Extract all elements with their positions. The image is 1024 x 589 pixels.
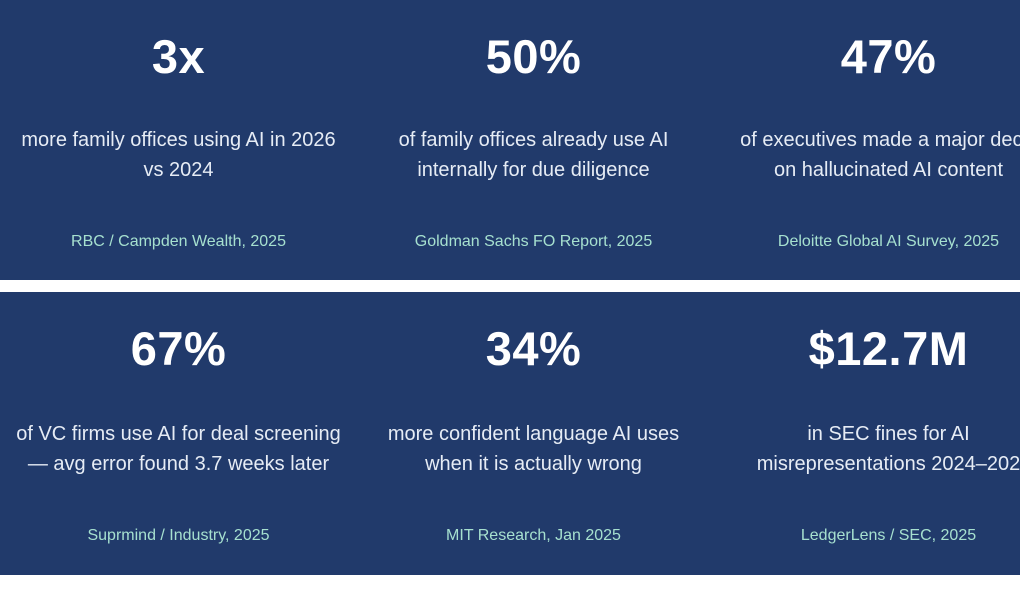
stat-description-line: on hallucinated AI content	[773, 159, 1004, 181]
stat-description-line: more family offices using AI in 2026	[21, 129, 336, 151]
stat-card-family-offices-growth: 3x more family offices using AI in 2026 …	[0, 0, 357, 280]
stat-description-line: of VC firms use AI for deal screening	[16, 423, 341, 445]
stat-card-confident-language: 34% more confident language AI uses when…	[355, 292, 712, 575]
stat-description-line: more confident language AI uses	[387, 423, 680, 445]
stat-description: of executives made a major decis on hall…	[710, 125, 1020, 185]
stat-source: Suprmind / Industry, 2025	[87, 527, 270, 544]
stat-value: 34%	[485, 322, 582, 375]
stat-description-line: of executives made a major decis	[740, 129, 1020, 151]
stat-description: of VC firms use AI for deal screening — …	[0, 419, 357, 479]
stat-value: $12.7M	[808, 322, 969, 375]
stat-source: Goldman Sachs FO Report, 2025	[414, 233, 653, 250]
stat-value: 3x	[151, 30, 206, 83]
stat-description: more confident language AI uses when it …	[355, 419, 712, 479]
stat-card-due-diligence: 50% of family offices already use AI int…	[355, 0, 712, 280]
stat-value: 50%	[485, 30, 582, 83]
stat-source: MIT Research, Jan 2025	[446, 527, 621, 544]
stats-row-top: 3x more family offices using AI in 2026 …	[0, 0, 1020, 280]
stat-card-vc-deal-screening: 67% of VC firms use AI for deal screenin…	[0, 292, 357, 575]
stats-row-bottom: 67% of VC firms use AI for deal screenin…	[0, 292, 1020, 575]
stat-description: in SEC fines for AI misrepresentations 2…	[710, 419, 1020, 479]
stat-description-line: — avg error found 3.7 weeks later	[27, 453, 330, 475]
stat-description-line: internally for due diligence	[417, 159, 650, 181]
stat-value: 67%	[130, 322, 227, 375]
stat-description-line: when it is actually wrong	[425, 453, 642, 475]
stat-description-line: vs 2024	[143, 159, 214, 181]
stat-card-sec-fines: $12.7M in SEC fines for AI misrepresenta…	[710, 292, 1020, 575]
stat-description-line: of family offices already use AI	[398, 129, 669, 151]
stat-source: LedgerLens / SEC, 2025	[800, 527, 977, 544]
stat-source: RBC / Campden Wealth, 2025	[71, 233, 286, 250]
stat-description: more family offices using AI in 2026 vs …	[0, 125, 357, 185]
stat-description-line: misrepresentations 2024–202	[756, 453, 1020, 475]
stat-description: of family offices already use AI interna…	[355, 125, 712, 185]
stat-card-hallucinated-decisions: 47% of executives made a major decis on …	[710, 0, 1020, 280]
stat-value: 47%	[840, 30, 937, 83]
stat-source: Deloitte Global AI Survey, 2025	[777, 233, 1000, 250]
stat-description-line: in SEC fines for AI	[807, 423, 970, 445]
